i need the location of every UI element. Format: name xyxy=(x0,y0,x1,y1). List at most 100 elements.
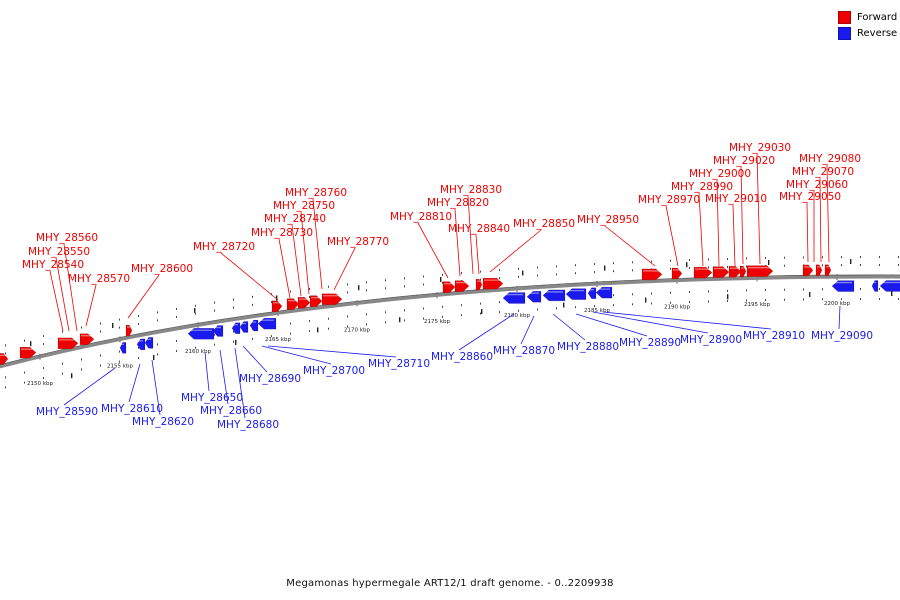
legend-reverse: Reverse xyxy=(838,25,897,41)
forward-gene-arrow xyxy=(454,280,470,292)
reverse-gene-label: MHY_28900 xyxy=(680,334,742,346)
scale-tick-label: 2180 kbp xyxy=(504,313,530,319)
reverse-gene-label: MHY_28690 xyxy=(239,373,301,385)
forward-gene-arrow xyxy=(728,265,742,278)
forward-gene-arrow xyxy=(815,264,823,277)
legend: Forward Reverse xyxy=(838,9,897,41)
forward-gene-arrow xyxy=(309,295,323,307)
forward-gene-arrow xyxy=(712,266,730,278)
reverse-gene-arrow xyxy=(542,289,566,302)
forward-gene-arrow xyxy=(693,266,713,279)
forward-gene-arrow xyxy=(641,268,663,281)
forward-gene-arrow xyxy=(297,296,311,309)
forward-gene-label: MHY_29080 xyxy=(799,153,861,165)
forward-gene-arrow xyxy=(739,265,747,278)
reverse-gene-label: MHY_28880 xyxy=(557,341,619,353)
legend-reverse-label: Reverse xyxy=(857,27,898,39)
reverse-gene-arrow xyxy=(526,290,542,303)
reverse-gene-label: MHY_28700 xyxy=(303,365,365,377)
reverse-gene-arrow xyxy=(587,287,597,299)
forward-gene-arrow xyxy=(19,346,37,359)
forward-gene-arrow xyxy=(482,277,504,290)
reverse-gene-arrow xyxy=(879,280,900,292)
forward-gene-label: MHY_28560 xyxy=(36,232,98,244)
forward-gene-label: MHY_28810 xyxy=(390,211,452,223)
forward-gene-arrow xyxy=(0,353,9,365)
forward-gene-label: MHY_28720 xyxy=(193,241,255,253)
reverse-gene-label: MHY_28610 xyxy=(101,403,163,415)
forward-gene-label: MHY_28740 xyxy=(264,213,326,225)
forward-gene-arrow xyxy=(802,264,814,277)
forward-gene-label: MHY_28600 xyxy=(131,263,193,275)
reverse-gene-arrow xyxy=(136,338,146,351)
reverse-gene-label: MHY_28650 xyxy=(181,392,243,404)
scale-tick-label: 2150 kbp xyxy=(27,381,53,387)
forward-gene-label: MHY_29030 xyxy=(729,142,791,154)
forward-gene-label: MHY_28840 xyxy=(448,223,510,235)
reverse-gene-label: MHY_28590 xyxy=(36,406,98,418)
forward-gene-label: MHY_29070 xyxy=(792,166,854,178)
reverse-gene-arrow xyxy=(565,288,587,300)
legend-forward: Forward xyxy=(838,9,897,25)
forward-gene-label: MHY_29020 xyxy=(713,155,775,167)
reverse-gene-arrow xyxy=(595,286,613,299)
forward-gene-label: MHY_28970 xyxy=(638,194,700,206)
reverse-swatch xyxy=(838,26,851,40)
scale-tick-label: 2165 kbp xyxy=(265,337,291,343)
reverse-gene-arrow xyxy=(831,280,855,292)
forward-gene-label: MHY_28990 xyxy=(671,181,733,193)
forward-gene-label: MHY_28540 xyxy=(22,259,84,271)
reverse-gene-arrow xyxy=(239,321,249,333)
scale-tick-label: 2200 kbp xyxy=(824,301,850,307)
reverse-gene-arrow xyxy=(212,325,224,337)
reverse-gene-arrow xyxy=(119,342,127,354)
forward-gene-label: MHY_28820 xyxy=(427,197,489,209)
reverse-gene-arrow xyxy=(144,337,154,349)
reverse-gene-arrow xyxy=(871,280,879,292)
reverse-gene-label: MHY_28860 xyxy=(431,351,493,363)
reverse-gene-arrow xyxy=(249,319,259,332)
forward-gene-label: MHY_29060 xyxy=(786,179,848,191)
reverse-gene-label: MHY_28620 xyxy=(132,416,194,428)
forward-gene-arrow xyxy=(671,267,683,280)
reverse-gene-arrow xyxy=(231,322,241,334)
forward-gene-arrow xyxy=(475,278,483,291)
forward-gene-label: MHY_28730 xyxy=(251,227,313,239)
forward-gene-label: MHY_28830 xyxy=(440,184,502,196)
forward-gene-arrow xyxy=(57,337,79,350)
genome-caption: Megamonas hypermegale ART12/1 draft geno… xyxy=(286,578,614,589)
scale-tick-label: 2160 kbp xyxy=(185,349,211,355)
forward-gene-label: MHY_28850 xyxy=(513,218,575,230)
reverse-gene-label: MHY_28680 xyxy=(217,419,279,431)
scale-tick-label: 2195 kbp xyxy=(744,302,770,308)
reverse-gene-label: MHY_28710 xyxy=(368,358,430,370)
forward-gene-arrow xyxy=(746,265,774,277)
forward-gene-label: MHY_28760 xyxy=(285,187,347,199)
reverse-gene-label: MHY_28660 xyxy=(200,405,262,417)
reverse-gene-arrow xyxy=(257,317,277,330)
forward-gene-arrow xyxy=(125,324,133,337)
forward-gene-arrow xyxy=(824,264,832,276)
forward-gene-arrow xyxy=(271,300,283,313)
forward-gene-label: MHY_28750 xyxy=(273,200,335,212)
forward-gene-arrow xyxy=(442,281,456,293)
forward-gene-label: MHY_28570 xyxy=(68,273,130,285)
genome-backbone xyxy=(0,275,900,369)
scale-tick-label: 2185 kbp xyxy=(584,308,610,314)
forward-gene-arrow xyxy=(286,298,300,310)
scale-tick-label: 2155 kbp xyxy=(107,363,133,369)
forward-gene-arrow xyxy=(79,333,95,345)
forward-gene-arrow xyxy=(321,293,343,305)
forward-gene-label: MHY_28770 xyxy=(327,236,389,248)
scale-tick-label: 2190 kbp xyxy=(664,304,690,310)
forward-gene-label: MHY_29010 xyxy=(705,193,767,205)
reverse-gene-arrow xyxy=(502,292,526,304)
scale-tick-label: 2175 kbp xyxy=(424,319,450,325)
scale-tick-label: 2170 kbp xyxy=(344,327,370,333)
forward-gene-label: MHY_28950 xyxy=(577,214,639,226)
reverse-gene-label: MHY_28870 xyxy=(493,345,555,357)
forward-swatch xyxy=(838,10,851,24)
forward-gene-label: MHY_29050 xyxy=(779,191,841,203)
reverse-gene-label: MHY_28890 xyxy=(619,337,681,349)
